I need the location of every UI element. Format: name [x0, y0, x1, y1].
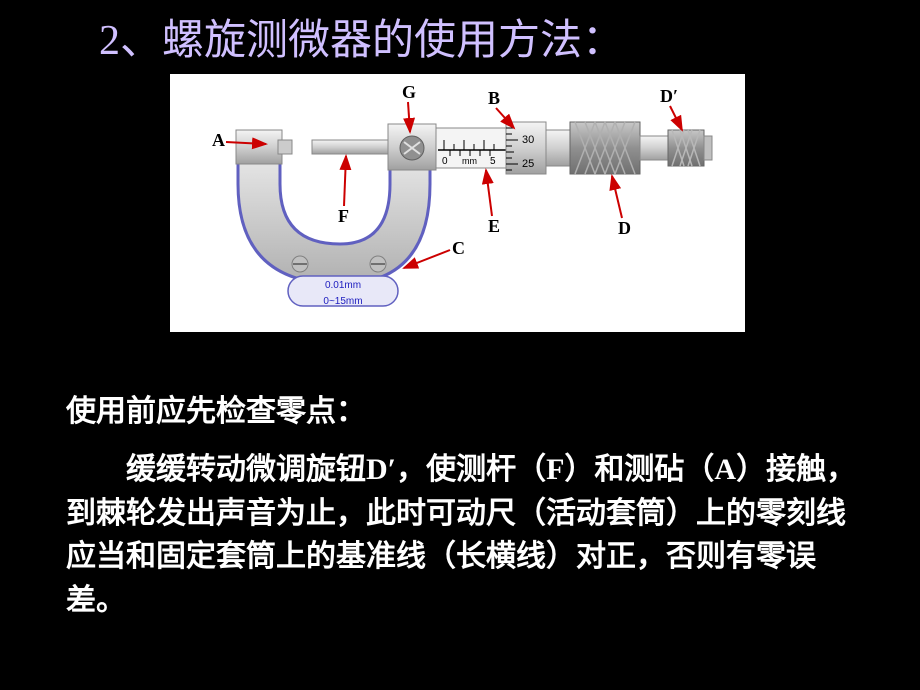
label-g: G: [402, 82, 416, 102]
label-f: F: [338, 206, 349, 226]
sleeve-unit: mm: [462, 156, 477, 166]
sleeve-five: 5: [490, 156, 496, 167]
ratchet-shaft: [640, 136, 668, 160]
thimble-25: 25: [522, 158, 534, 170]
anvil-block: [236, 130, 282, 164]
slide-title: 2、螺旋测微器的使用方法：: [99, 6, 624, 67]
spindle: [312, 140, 392, 154]
label-a: A: [212, 130, 225, 150]
label-b: B: [488, 88, 500, 108]
arrow-dp: [670, 106, 682, 130]
arrow-d: [612, 176, 622, 218]
frame-range: 0~15mm: [323, 296, 362, 307]
label-c: C: [452, 238, 465, 258]
micrometer-diagram: 0.01mm 0~15mm 0 mm 5: [170, 74, 745, 332]
body-paragraph: 缓缓转动微调旋钮D′，使测杆（F）和测砧（A）接触，到棘轮发出声音为止，此时可动…: [66, 448, 866, 622]
label-e: E: [488, 216, 500, 236]
body-heading: 使用前应先检查零点：: [66, 390, 866, 434]
ratchet-cap: [704, 136, 712, 160]
arrow-b: [496, 108, 514, 128]
thimble-30: 30: [522, 134, 534, 146]
arrow-e: [486, 170, 492, 216]
label-d: D: [618, 218, 631, 238]
thimble-barrel: [546, 130, 570, 166]
sleeve-zero: 0: [442, 156, 448, 167]
anvil-tip: [278, 140, 292, 154]
label-dp: D′: [660, 86, 678, 106]
frame-precision: 0.01mm: [325, 280, 361, 291]
arrow-f: [344, 156, 346, 206]
